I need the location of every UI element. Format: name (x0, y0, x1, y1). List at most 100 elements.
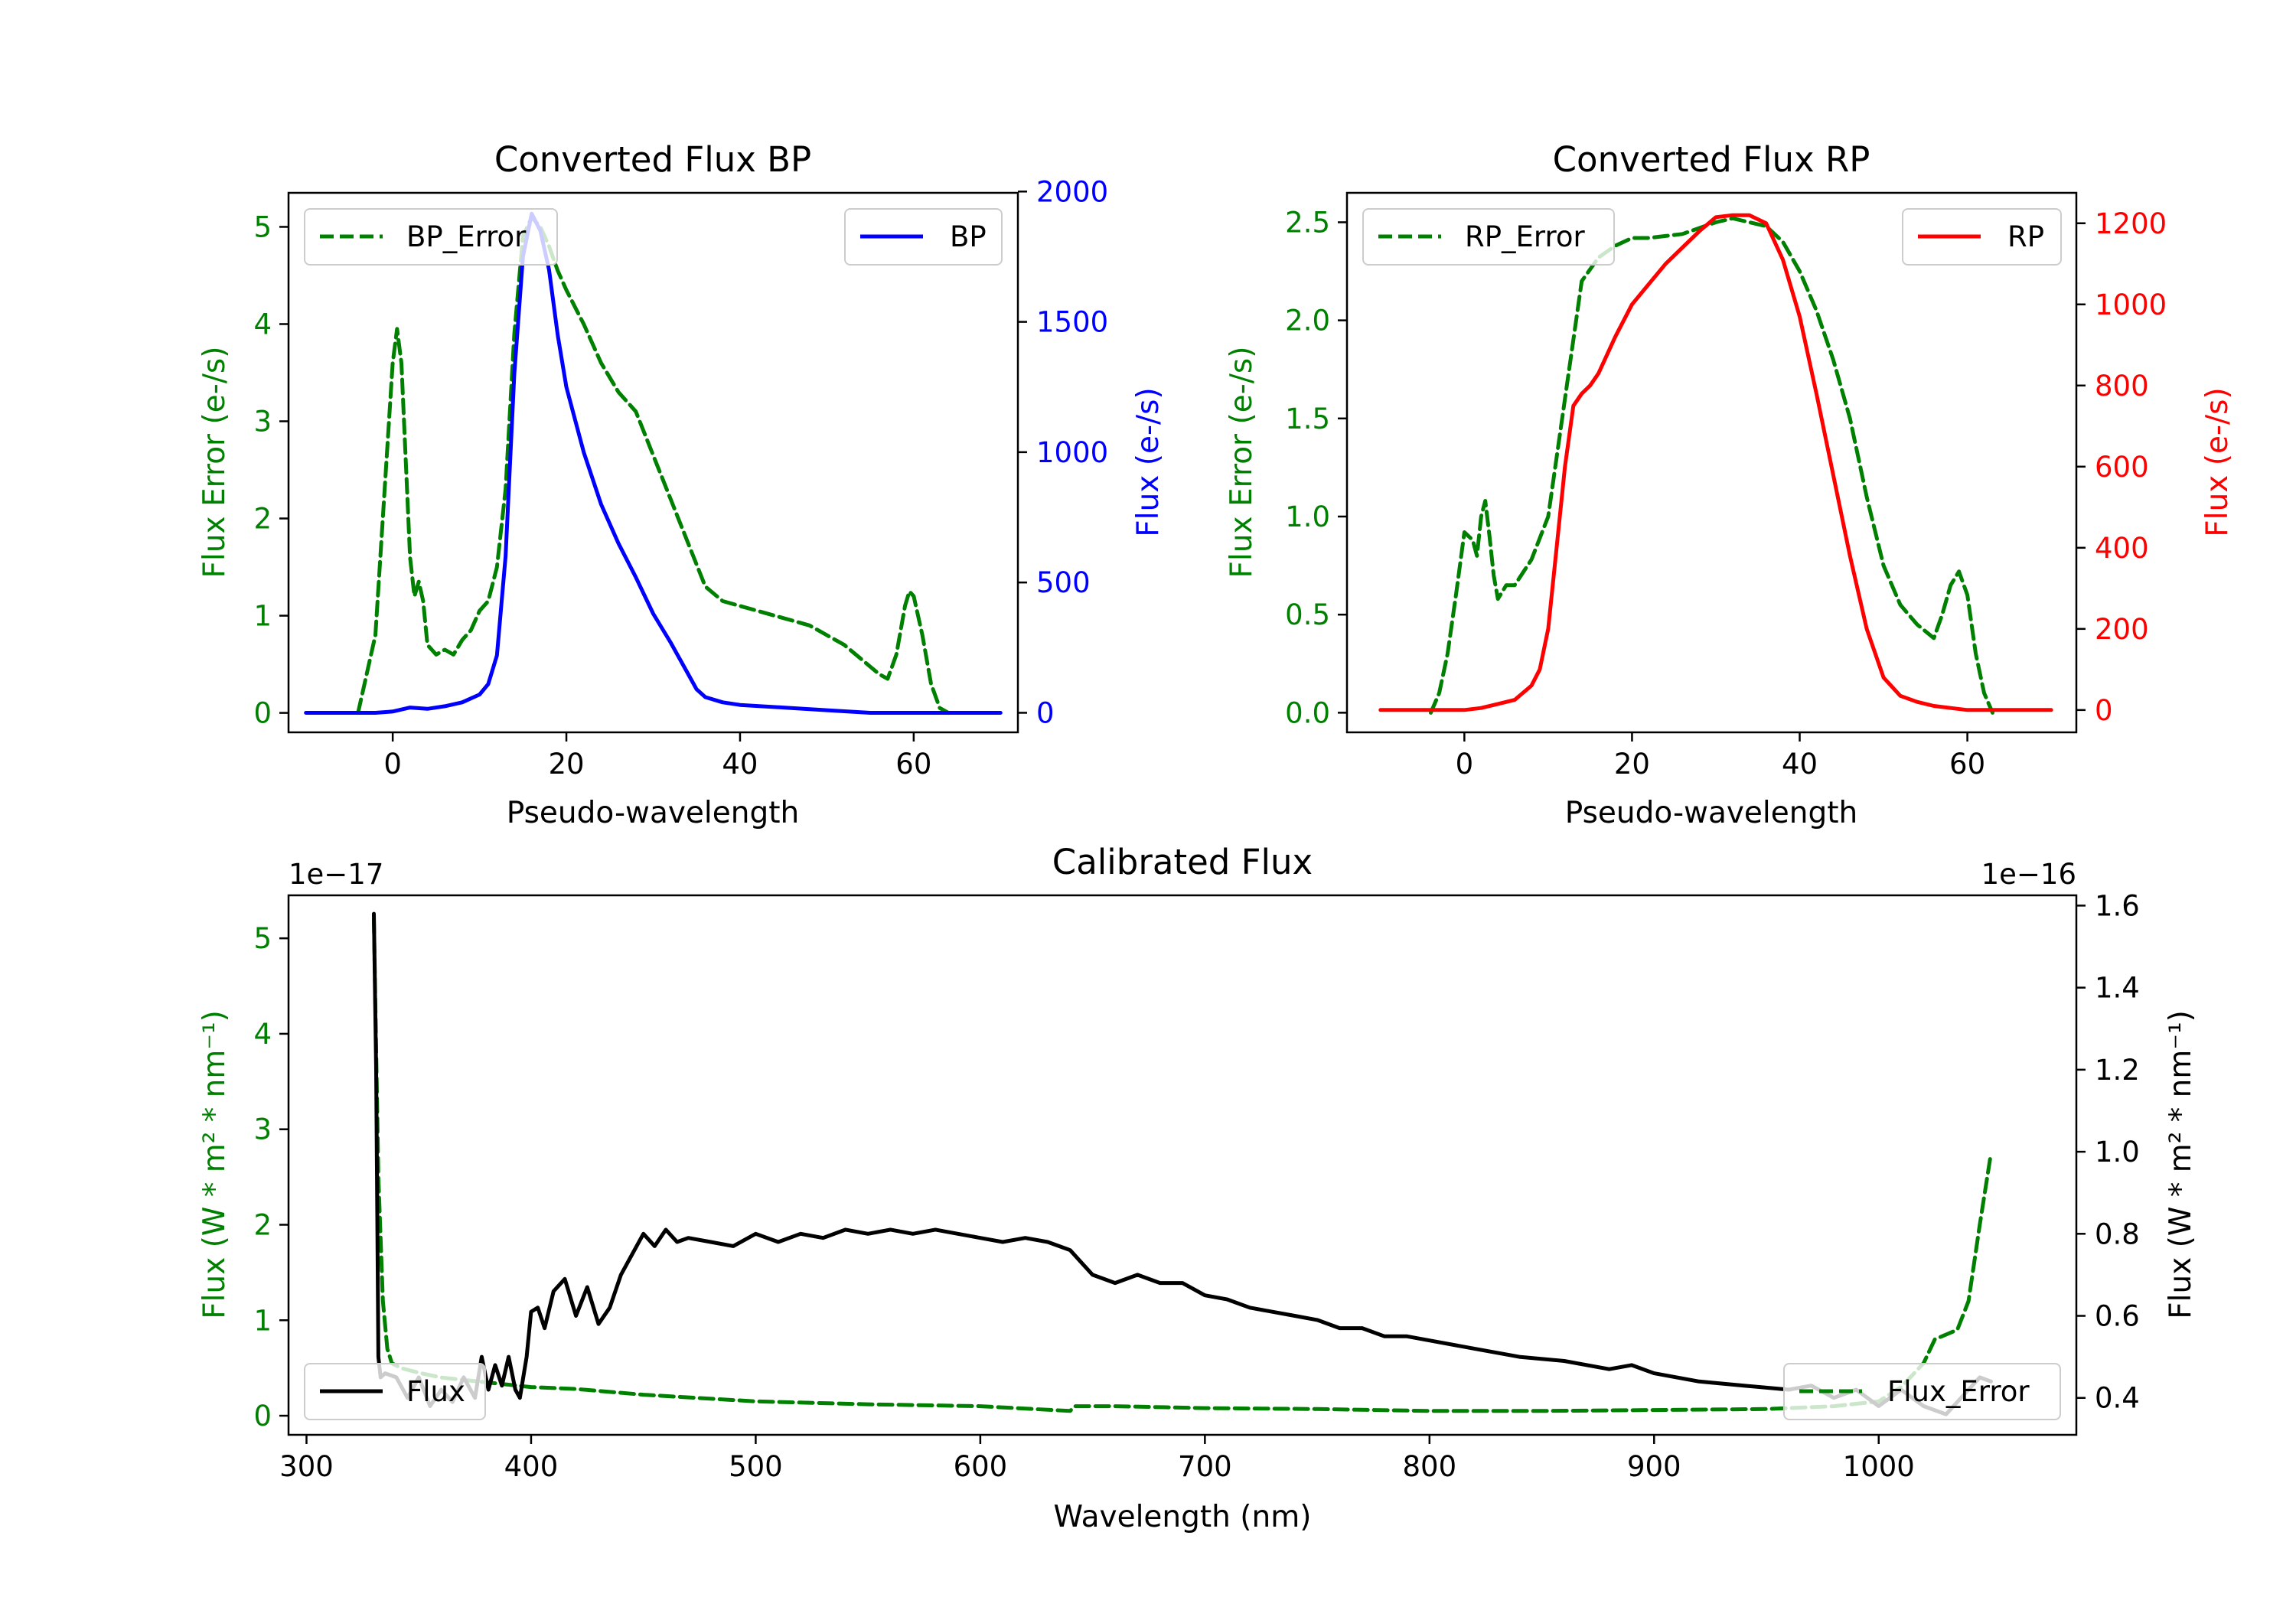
rp-legend-label: RP (2007, 220, 2044, 253)
rp-x-tick-label: 60 (1949, 748, 1985, 781)
calibrated-offset-right: 1e−16 (1981, 858, 2076, 891)
calibrated-error-legend: Flux_Error (1783, 1363, 2061, 1420)
bp-x-tick-label: 40 (722, 748, 758, 781)
calibrated-y-tick-label-left: 4 (253, 1018, 272, 1051)
bp-error-legend: BP_Error (304, 208, 558, 266)
rp-y-tick-label-right: 200 (2095, 613, 2149, 646)
calibrated-y-tick-label-right: 1.0 (2095, 1136, 2140, 1169)
calibrated-error-legend-frame (1783, 1363, 2061, 1420)
rp-x-tick-label: 40 (1782, 748, 1818, 781)
calibrated-y-tick-label-left: 3 (253, 1113, 272, 1146)
calibrated-x-ticks: 300 400 500 600 700 800 900 1000 (279, 1435, 1915, 1483)
bp-y-axis-label-right: Flux (e-/s) (1131, 387, 1166, 536)
bp-y-tick-label-right: 2000 (1036, 175, 1108, 208)
rp-y-tick-label-right: 1000 (2095, 288, 2167, 321)
calibrated-y-axis-label-right: Flux (W * m² * nm⁻¹) (2164, 1010, 2198, 1319)
bp-x-tick-label: 20 (549, 748, 585, 781)
calibrated-x-tick-label: 800 (1403, 1450, 1457, 1483)
bp-axes-frame (287, 191, 1019, 734)
bp-legend: BP (844, 208, 1003, 266)
bp-x-tick-label: 0 (383, 748, 402, 781)
calibrated-x-tick-label: 400 (504, 1450, 559, 1483)
calibrated-y-tick-label-right: 0.8 (2095, 1217, 2140, 1250)
calibrated-series-flux (372, 911, 1993, 1416)
calibrated-y-tick-label-right: 0.6 (2095, 1300, 2140, 1333)
calibrated-y-ticks-right: 0.4 0.6 0.8 1.0 1.2 1.4 1.6 (2076, 889, 2140, 1415)
bp-x-ticks: 0 20 40 60 (383, 732, 931, 781)
rp-x-tick-label: 20 (1614, 748, 1650, 781)
rp-y-tick-label-right: 600 (2095, 451, 2149, 484)
calibrated-y-tick-label-left: 0 (253, 1400, 272, 1433)
rp-y-tick-label-right: 0 (2095, 694, 2113, 727)
rp-x-tick-label: 0 (1456, 748, 1474, 781)
bp-y-tick-label-left: 4 (253, 308, 272, 341)
bp-panel: Converted Flux BP 0 20 40 60 0 1 2 3 4 5 0 500 100… (197, 139, 1166, 830)
calibrated-title: Calibrated Flux (1052, 842, 1313, 882)
calibrated-y-tick-label-left: 1 (253, 1304, 272, 1337)
calibrated-axes-frame (287, 894, 2078, 1436)
bp-series-bp-error (356, 215, 951, 715)
rp-y-tick-label-left: 1.5 (1285, 403, 1330, 435)
rp-series-rp-error (1429, 216, 1994, 715)
bp-y-tick-label-left: 1 (253, 600, 272, 633)
bp-error-legend-frame (304, 208, 558, 266)
bp-y-tick-label-right: 0 (1036, 696, 1055, 729)
bp-y-tick-label-left: 0 (253, 697, 272, 730)
calibrated-x-axis-label: Wavelength (nm) (1054, 1500, 1312, 1534)
bp-y-ticks-left: 0 1 2 3 4 5 (253, 210, 289, 730)
rp-title: Converted Flux RP (1553, 139, 1870, 180)
rp-y-tick-label-right: 1200 (2095, 207, 2167, 240)
rp-y-tick-label-left: 0.5 (1285, 598, 1330, 631)
calibrated-panel: Calibrated Flux 1e−17 1e−16 300 400 500 600… (197, 842, 2198, 1534)
rp-y-ticks-left: 0.0 0.5 1.0 1.5 2.0 2.5 (1285, 206, 1347, 729)
rp-axes-frame (1345, 191, 2078, 734)
calibrated-flux-legend: Flux (304, 1363, 486, 1420)
bp-y-tick-label-right: 500 (1036, 566, 1091, 599)
rp-y-tick-label-left: 2.5 (1285, 206, 1330, 239)
bp-error-legend-label: BP_Error (406, 220, 527, 253)
calibrated-y-tick-label-right: 1.4 (2095, 972, 2140, 1005)
rp-error-legend-frame (1362, 208, 1615, 266)
bp-series-bp (304, 211, 1003, 715)
bp-y-tick-label-left: 5 (253, 210, 272, 243)
bp-y-tick-label-left: 3 (253, 406, 272, 438)
calibrated-y-tick-label-right: 0.4 (2095, 1382, 2140, 1415)
rp-x-ticks: 0 20 40 60 (1456, 732, 1985, 781)
bp-y-axis-label-left: Flux Error (e-/s) (197, 347, 232, 579)
rp-error-legend-label: RP_Error (1465, 220, 1585, 253)
rp-y-tick-label-left: 1.0 (1285, 500, 1330, 533)
calibrated-y-axis-label-left: Flux (W * m² * nm⁻¹) (197, 1010, 232, 1319)
rp-y-ticks-right: 0 200 400 600 800 1000 1200 (2076, 207, 2167, 727)
calibrated-x-tick-label: 500 (729, 1450, 783, 1483)
calibrated-error-legend-label: Flux_Error (1887, 1375, 2030, 1408)
calibrated-y-tick-label-left: 2 (253, 1208, 272, 1241)
calibrated-x-tick-label: 600 (954, 1450, 1008, 1483)
bp-legend-frame (844, 208, 1003, 266)
rp-series-rp (1378, 213, 2053, 712)
bp-y-tick-label-right: 1500 (1036, 306, 1108, 339)
rp-plot-area (1378, 213, 2053, 715)
calibrated-flux-legend-frame (304, 1363, 486, 1420)
calibrated-flux-legend-label: Flux (406, 1375, 465, 1408)
bp-legend-label: BP (950, 220, 987, 253)
rp-y-axis-label-right: Flux (e-/s) (2200, 387, 2235, 536)
calibrated-y-tick-label-right: 1.2 (2095, 1054, 2140, 1087)
calibrated-y-ticks-left: 0 1 2 3 4 5 (253, 922, 289, 1433)
rp-error-legend: RP_Error (1362, 208, 1615, 266)
rp-y-tick-label-right: 800 (2095, 370, 2149, 403)
rp-y-axis-label-left: Flux Error (e-/s) (1225, 347, 1259, 579)
rp-panel: Converted Flux RP 0 20 40 60 0.0 0.5 1.0 1.5 2.… (1225, 139, 2235, 830)
bp-y-tick-label-right: 1000 (1036, 436, 1108, 469)
bp-x-axis-label: Pseudo-wavelength (507, 796, 799, 830)
rp-y-tick-label-left: 0.0 (1285, 696, 1330, 729)
calibrated-x-tick-label: 700 (1178, 1450, 1232, 1483)
bp-plot-area (304, 211, 1003, 715)
rp-legend: RP (1902, 208, 2062, 266)
rp-y-tick-label-left: 2.0 (1285, 305, 1330, 337)
calibrated-x-tick-label: 300 (279, 1450, 334, 1483)
bp-y-tick-label-left: 2 (253, 503, 272, 536)
rp-x-axis-label: Pseudo-wavelength (1565, 796, 1857, 830)
calibrated-x-tick-label: 900 (1627, 1450, 1681, 1483)
rp-y-tick-label-right: 400 (2095, 532, 2149, 565)
